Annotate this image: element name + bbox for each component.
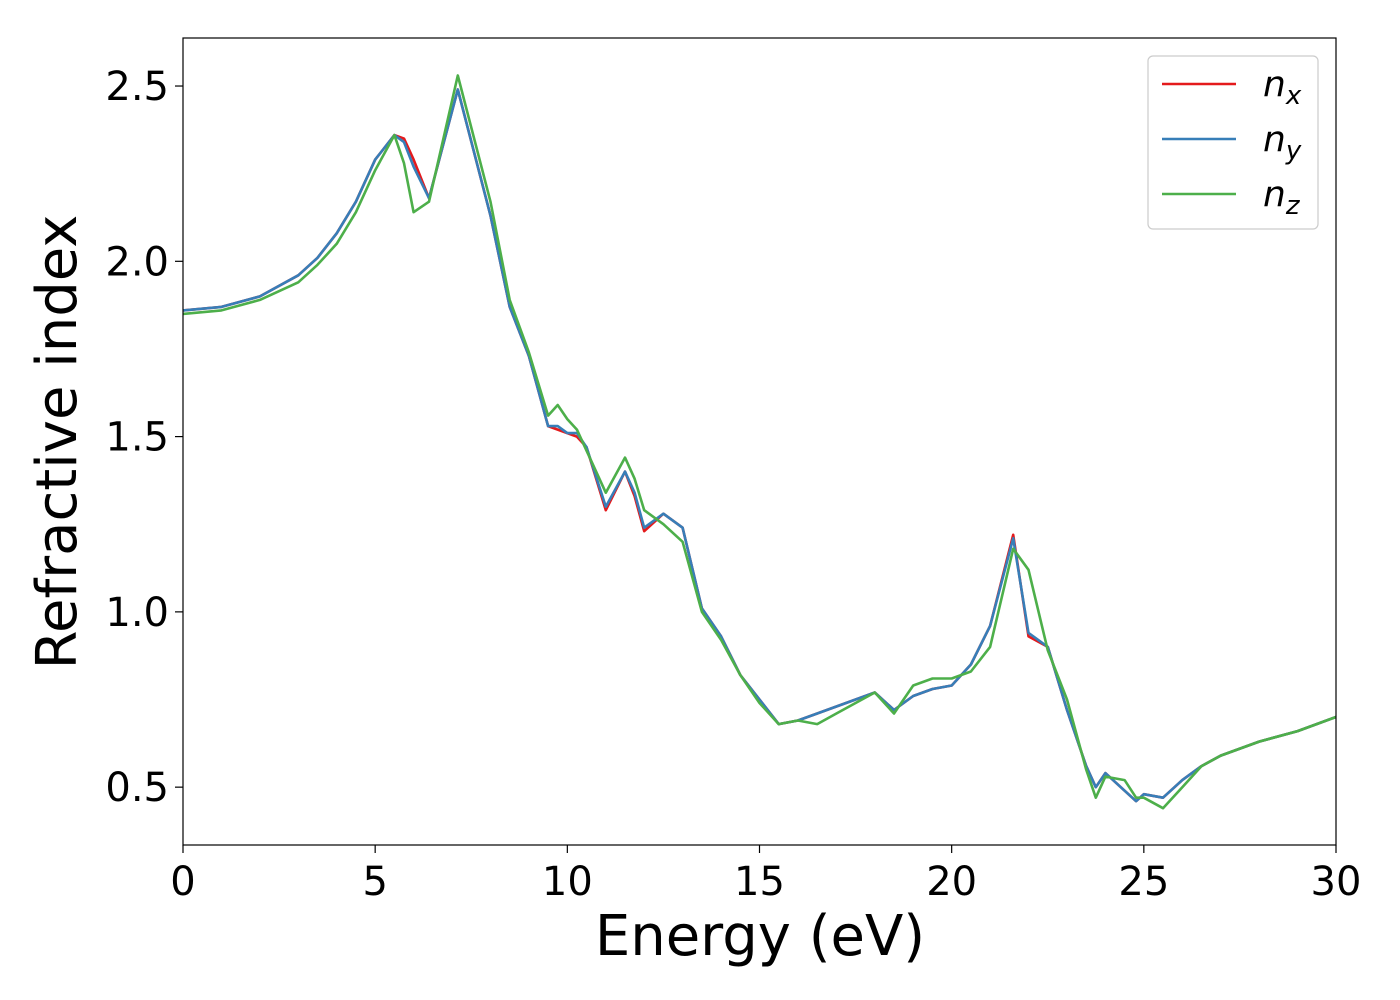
x-tick-label: 5 <box>362 859 387 905</box>
y-axis-label: Refractive index <box>25 215 90 670</box>
x-axis-label: Energy (eV) <box>595 904 925 969</box>
x-tick-label: 30 <box>1311 859 1362 905</box>
y-tick-label: 2.0 <box>105 239 169 285</box>
x-tick-label: 25 <box>1118 859 1169 905</box>
series-line <box>183 74 1336 810</box>
x-tick-label: 10 <box>542 859 593 905</box>
series-line <box>183 88 1336 803</box>
y-tick-label: 0.5 <box>105 765 169 811</box>
legend-box <box>1147 55 1319 230</box>
legend-label: nx <box>1263 64 1302 111</box>
y-tick-label: 1.5 <box>105 415 169 461</box>
x-tick-label: 0 <box>170 859 195 905</box>
legend-label: nz <box>1263 174 1301 221</box>
x-tick-label: 15 <box>734 859 785 905</box>
plot-frame <box>182 37 1337 846</box>
legend-label: ny <box>1263 119 1302 166</box>
y-tick-label: 1.0 <box>105 590 169 636</box>
y-tick-label: 2.5 <box>105 64 169 110</box>
x-tick-label: 20 <box>926 859 977 905</box>
